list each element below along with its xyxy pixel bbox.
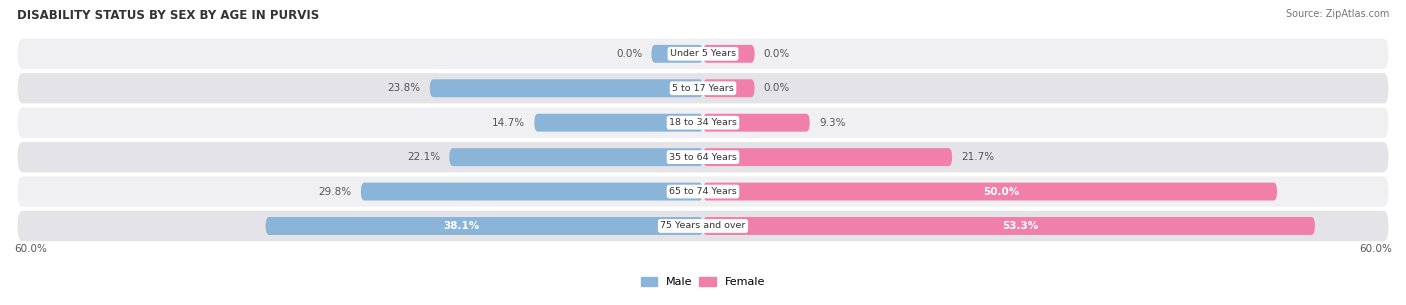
Text: 53.3%: 53.3% bbox=[1002, 221, 1039, 231]
Text: 23.8%: 23.8% bbox=[388, 83, 420, 93]
Text: 29.8%: 29.8% bbox=[319, 187, 352, 196]
Text: 18 to 34 Years: 18 to 34 Years bbox=[669, 118, 737, 127]
Text: 38.1%: 38.1% bbox=[443, 221, 479, 231]
FancyBboxPatch shape bbox=[703, 79, 755, 97]
FancyBboxPatch shape bbox=[703, 183, 1277, 200]
Text: 75 Years and over: 75 Years and over bbox=[661, 221, 745, 231]
Text: 5 to 17 Years: 5 to 17 Years bbox=[672, 84, 734, 93]
Text: 0.0%: 0.0% bbox=[763, 49, 790, 59]
Text: 14.7%: 14.7% bbox=[492, 118, 524, 128]
FancyBboxPatch shape bbox=[430, 79, 703, 97]
FancyBboxPatch shape bbox=[17, 142, 1389, 172]
FancyBboxPatch shape bbox=[17, 39, 1389, 69]
FancyBboxPatch shape bbox=[17, 176, 1389, 207]
Text: DISABILITY STATUS BY SEX BY AGE IN PURVIS: DISABILITY STATUS BY SEX BY AGE IN PURVI… bbox=[17, 9, 319, 22]
FancyBboxPatch shape bbox=[703, 114, 810, 132]
Text: Source: ZipAtlas.com: Source: ZipAtlas.com bbox=[1285, 9, 1389, 19]
Text: 65 to 74 Years: 65 to 74 Years bbox=[669, 187, 737, 196]
FancyBboxPatch shape bbox=[17, 211, 1389, 241]
Legend: Male, Female: Male, Female bbox=[637, 272, 769, 292]
Text: 0.0%: 0.0% bbox=[763, 83, 790, 93]
Text: 60.0%: 60.0% bbox=[1360, 244, 1392, 254]
Text: 22.1%: 22.1% bbox=[406, 152, 440, 162]
Text: 60.0%: 60.0% bbox=[14, 244, 46, 254]
Text: 21.7%: 21.7% bbox=[962, 152, 994, 162]
Text: 9.3%: 9.3% bbox=[818, 118, 845, 128]
Text: 0.0%: 0.0% bbox=[616, 49, 643, 59]
Text: 50.0%: 50.0% bbox=[983, 187, 1019, 196]
FancyBboxPatch shape bbox=[17, 108, 1389, 138]
FancyBboxPatch shape bbox=[703, 217, 1315, 235]
Text: 35 to 64 Years: 35 to 64 Years bbox=[669, 152, 737, 162]
FancyBboxPatch shape bbox=[703, 45, 755, 63]
FancyBboxPatch shape bbox=[361, 183, 703, 200]
FancyBboxPatch shape bbox=[17, 73, 1389, 103]
FancyBboxPatch shape bbox=[450, 148, 703, 166]
Text: Under 5 Years: Under 5 Years bbox=[669, 49, 737, 58]
FancyBboxPatch shape bbox=[534, 114, 703, 132]
FancyBboxPatch shape bbox=[266, 217, 703, 235]
FancyBboxPatch shape bbox=[651, 45, 703, 63]
FancyBboxPatch shape bbox=[703, 148, 952, 166]
